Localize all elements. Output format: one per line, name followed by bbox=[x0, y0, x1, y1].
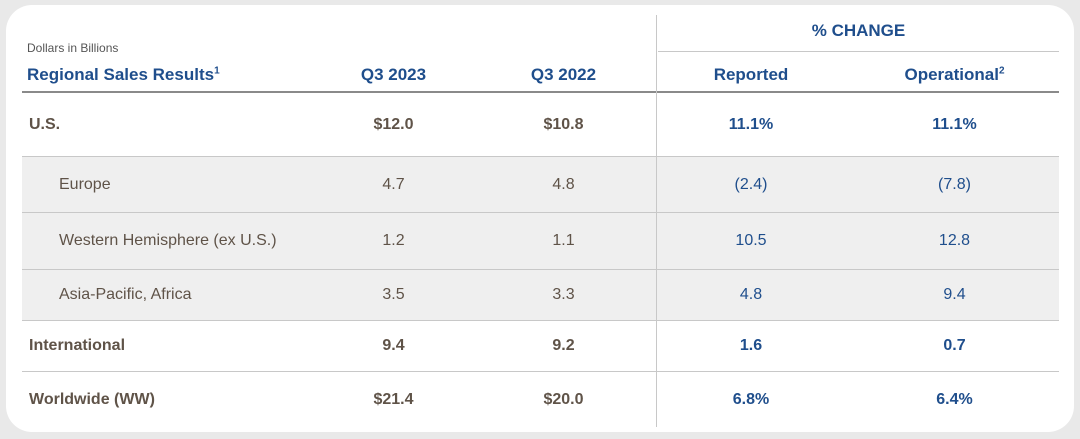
row-label: International bbox=[29, 337, 126, 354]
operational-label: Operational bbox=[904, 65, 999, 84]
cell-operational: 11.1% bbox=[932, 115, 977, 133]
cell-q3-2023: $12.0 bbox=[373, 115, 414, 133]
row-label: Western Hemisphere (ex U.S.) bbox=[59, 232, 277, 249]
column-header-reported: Reported bbox=[713, 65, 789, 84]
table-title-footnote: 1 bbox=[214, 65, 220, 77]
header-divider bbox=[22, 91, 1059, 93]
cell-reported: 4.8 bbox=[739, 286, 763, 303]
cell-q3-2022: $10.8 bbox=[543, 115, 584, 133]
cell-reported: (2.4) bbox=[734, 175, 768, 193]
cell-reported: 6.8% bbox=[732, 390, 770, 408]
cell-q3-2023: 1.2 bbox=[382, 232, 405, 249]
cell-q3-2023: $21.4 bbox=[373, 390, 414, 408]
row-label: Asia-Pacific, Africa bbox=[59, 286, 192, 303]
cell-operational: (7.8) bbox=[938, 175, 971, 193]
operational-footnote: 2 bbox=[998, 65, 1005, 77]
column-header-operational: Operational2 bbox=[852, 65, 1057, 85]
table-row-europe: Europe 4.7 4.8 (2.4) (7.8) bbox=[22, 157, 1059, 213]
cell-q3-2022: 4.8 bbox=[552, 175, 575, 193]
row-label: Europe bbox=[59, 175, 111, 193]
regional-sales-table: Dollars in Billions Regional Sales Resul… bbox=[6, 5, 1074, 432]
cell-q3-2022: 9.2 bbox=[552, 337, 575, 354]
row-label: U.S. bbox=[29, 115, 61, 133]
cell-operational: 0.7 bbox=[943, 337, 966, 354]
column-header-q3-2022: Q3 2022 bbox=[530, 65, 597, 84]
table-row-us: U.S. $12.0 $10.8 11.1% 11.1% bbox=[22, 93, 1059, 157]
cell-operational: 9.4 bbox=[943, 286, 966, 303]
row-label: Worldwide (WW) bbox=[29, 390, 155, 408]
table-row-western-hemisphere: Western Hemisphere (ex U.S.) 1.2 1.1 10.… bbox=[22, 213, 1059, 270]
cell-operational: 12.8 bbox=[938, 232, 971, 249]
cell-reported: 10.5 bbox=[735, 232, 767, 249]
table-row-asia-pacific-africa: Asia-Pacific, Africa 3.5 3.3 4.8 9.4 bbox=[22, 270, 1059, 321]
pct-change-column-divider bbox=[656, 15, 657, 427]
table-row-worldwide: Worldwide (WW) $21.4 $20.0 6.8% 6.4% bbox=[22, 372, 1059, 427]
pct-change-divider bbox=[658, 51, 1059, 52]
table-row-international: International 9.4 9.2 1.6 0.7 bbox=[22, 321, 1059, 372]
cell-reported: 11.1% bbox=[728, 115, 774, 133]
cell-q3-2022: 3.3 bbox=[552, 286, 575, 303]
table-title-text: Regional Sales Results bbox=[27, 65, 215, 84]
column-header-q3-2023: Q3 2023 bbox=[360, 65, 427, 84]
cell-reported: 1.6 bbox=[739, 337, 763, 354]
cell-q3-2023: 9.4 bbox=[382, 337, 405, 354]
pct-change-header: % CHANGE bbox=[811, 21, 906, 40]
units-note: Dollars in Billions bbox=[27, 41, 119, 55]
cell-q3-2023: 3.5 bbox=[382, 286, 405, 303]
cell-operational: 6.4% bbox=[936, 390, 973, 408]
cell-q3-2022: 1.1 bbox=[552, 232, 575, 249]
cell-q3-2022: $20.0 bbox=[543, 390, 584, 408]
table-title: Regional Sales Results1 bbox=[27, 65, 220, 85]
cell-q3-2023: 4.7 bbox=[382, 175, 405, 193]
